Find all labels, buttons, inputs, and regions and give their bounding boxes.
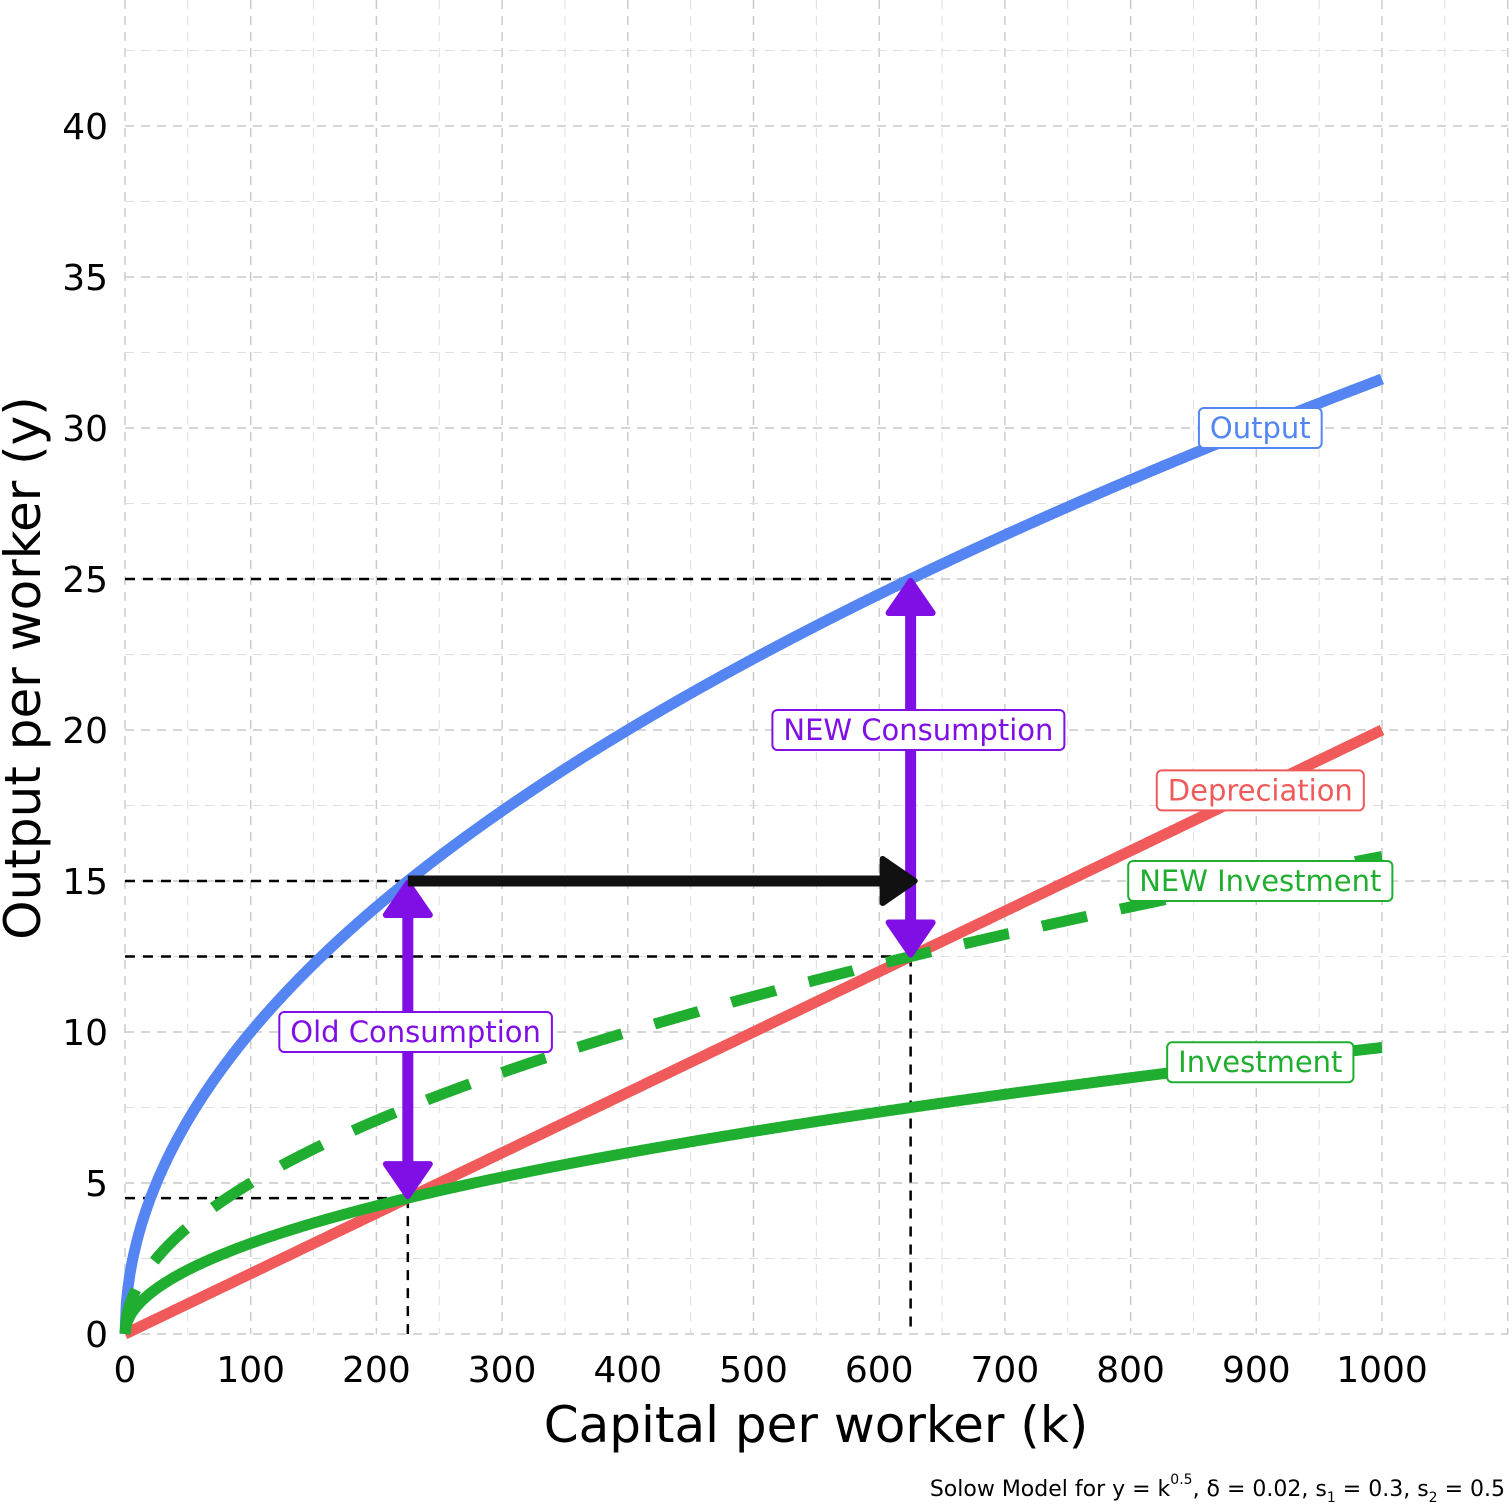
y-tick-label: 35 [62, 258, 108, 299]
x-tick-label: 400 [593, 1350, 662, 1391]
y-tick-label: 30 [62, 409, 108, 450]
x-tick-label: 300 [468, 1350, 537, 1391]
x-tick-label: 200 [342, 1350, 411, 1391]
y-tick-label: 15 [62, 862, 108, 903]
y-tick-label: 25 [62, 560, 108, 601]
label-investment: Investment [1166, 1041, 1355, 1084]
consumption-arrows [382, 578, 936, 1200]
y-tick-label: 10 [62, 1013, 108, 1054]
curve-labels: Output Depreciation NEW Investment Investme… [278, 407, 1394, 1084]
y-tick-label: 0 [85, 1315, 108, 1356]
annotation-old-consumption-box [278, 1011, 553, 1053]
x-axis-title: Capital per worker (k) [544, 1396, 1089, 1454]
label-depreciation-text: Depreciation [1168, 773, 1353, 807]
x-tick-label: 900 [1222, 1350, 1291, 1391]
x-tick-label: 100 [216, 1350, 285, 1391]
y-axis-title: Output per worker (y) [0, 396, 52, 940]
label-depreciation: Depreciation [1155, 769, 1365, 812]
series-line-new-investment [119, 851, 1387, 1335]
annotation-new-consumption-text: NEW Consumption [783, 713, 1053, 747]
x-tick-label: 1000 [1336, 1350, 1428, 1391]
annotation-old-consumption-text: Old Consumption [290, 1015, 541, 1049]
x-tick-label: 700 [971, 1350, 1040, 1391]
x-tick-label: 0 [114, 1350, 137, 1391]
consumption-arrow-head-up [885, 578, 936, 616]
label-output-box [1197, 407, 1323, 449]
x-tick-label: 600 [845, 1350, 914, 1391]
x-tick-label: 800 [1096, 1350, 1165, 1391]
steady-state-guides [125, 577, 912, 1334]
annotation-old-consumption: Old Consumption [278, 1011, 553, 1053]
label-new-investment-box [1127, 860, 1394, 902]
tick-labels: 0 100 200 300 400 500 600 700 800 900 1000 0 5 10 15 20… [62, 107, 1428, 1391]
annotation-new-consumption: NEW Consumption [771, 709, 1066, 751]
consumption-arrow-head-up [382, 880, 433, 918]
label-depreciation-box [1155, 769, 1365, 812]
series-line-output [119, 373, 1387, 1335]
label-investment-box [1166, 1041, 1355, 1084]
shift-arrow-head [879, 856, 918, 906]
grid [124, 0, 1509, 1335]
consumption-arrow-head-down [885, 919, 936, 958]
y-tick-label: 20 [62, 711, 108, 752]
label-new-investment: NEW Investment [1127, 860, 1394, 902]
label-investment-text: Investment [1178, 1045, 1342, 1079]
label-new-investment-text: NEW Investment [1139, 864, 1381, 898]
series-line-depreciation [120, 725, 1387, 1339]
y-tick-label: 5 [85, 1164, 108, 1205]
caption: Solow Model for y = k0.5, δ = 0.02, s1 =… [930, 1472, 1505, 1506]
y-tick-label: 40 [62, 107, 108, 148]
label-output: Output [1197, 407, 1323, 449]
label-output-text: Output [1210, 411, 1311, 445]
x-tick-label: 500 [719, 1350, 788, 1391]
annotation-new-consumption-box [771, 709, 1066, 751]
consumption-arrow-head-down [382, 1161, 433, 1200]
